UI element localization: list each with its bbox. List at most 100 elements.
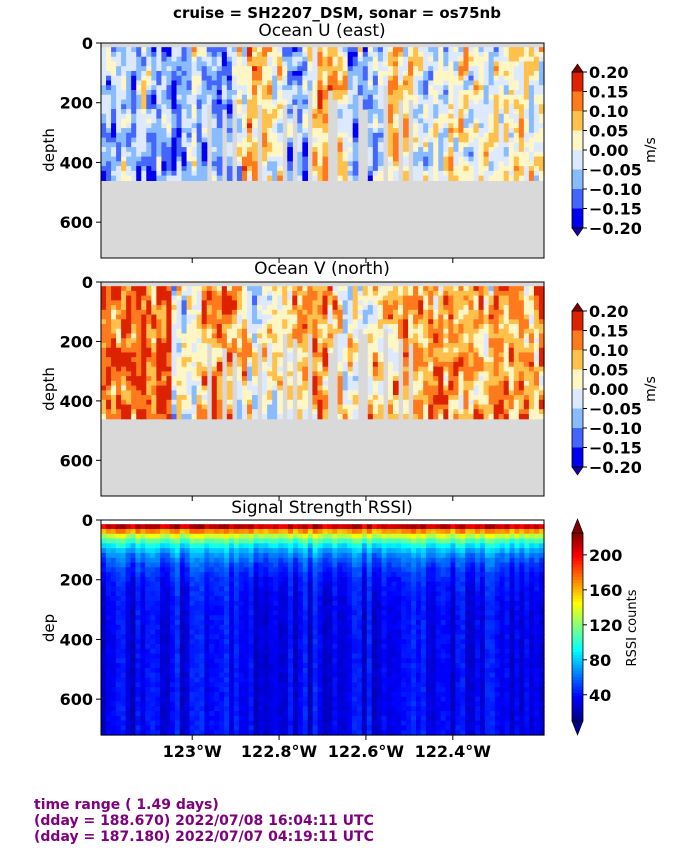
data-cell: [287, 371, 293, 377]
data-cell: [453, 99, 460, 105]
data-cell: [367, 75, 374, 82]
data-cell: [181, 75, 188, 82]
data-cell: [322, 142, 329, 148]
data-cell: [111, 361, 117, 368]
data-cell: [241, 80, 248, 86]
data-cell: [347, 286, 354, 292]
data-cell: [201, 352, 208, 358]
data-cell: [538, 295, 545, 301]
data-cell: [141, 352, 147, 358]
data-cell: [367, 342, 374, 349]
data-cell: [146, 395, 152, 401]
data-cell: [307, 70, 314, 77]
data-cell: [196, 324, 203, 330]
data-cell: [488, 89, 495, 96]
data-cell: [116, 94, 122, 101]
data-cell: [398, 319, 404, 325]
data-cell: [468, 342, 475, 349]
data-cell: [327, 66, 334, 72]
data-cell: [337, 409, 344, 415]
data-cell: [146, 352, 152, 358]
data-cell: [513, 395, 520, 401]
data-cell: [252, 142, 258, 148]
data-cell: [126, 376, 132, 382]
data-cell: [493, 89, 500, 96]
data-cell: [110, 605, 117, 612]
data-cell: [262, 357, 268, 363]
data-cell: [171, 75, 178, 82]
data-cell: [523, 385, 530, 391]
data-cell: [135, 672, 141, 679]
data-cell: [135, 567, 141, 573]
data-cell: [171, 333, 178, 339]
data-cell: [171, 61, 178, 67]
data-cell: [136, 132, 142, 139]
data-cell: [317, 328, 324, 335]
data-cell: [186, 395, 193, 401]
data-cell: [513, 319, 520, 325]
data-cell: [121, 286, 127, 292]
data-cell: [418, 305, 424, 311]
data-cell: [523, 399, 530, 406]
data-cell: [231, 66, 238, 72]
data-cell: [146, 170, 152, 177]
data-cell: [186, 51, 193, 58]
data-cell: [135, 572, 141, 578]
data-cell: [428, 137, 434, 143]
data-cell: [176, 286, 183, 292]
data-cell: [392, 352, 399, 358]
data-cell: [443, 109, 449, 115]
data-cell: [438, 366, 444, 372]
data-cell: [342, 66, 349, 72]
data-cell: [125, 533, 132, 540]
data-cell: [317, 118, 324, 124]
data-cell: [236, 380, 243, 387]
data-cell: [528, 51, 535, 58]
data-cell: [392, 333, 399, 339]
data-cell: [211, 166, 218, 172]
data-cell: [307, 80, 314, 86]
data-cell: [277, 333, 283, 339]
data-cell: [125, 725, 132, 731]
data-cell: [161, 395, 168, 401]
data-cell: [136, 357, 142, 363]
data-cell: [433, 61, 439, 67]
data-cell: [166, 156, 173, 162]
data-cell: [523, 156, 530, 162]
data-cell: [216, 104, 223, 110]
data-cell: [105, 581, 112, 588]
data-cell: [392, 113, 399, 120]
data-cell: [518, 123, 525, 129]
data-cell: [151, 89, 157, 96]
data-cell: [262, 132, 268, 139]
data-cell: [141, 295, 147, 301]
data-cell: [186, 85, 193, 91]
data-cell: [145, 634, 151, 640]
data-cell: [110, 543, 117, 549]
data-cell: [458, 89, 465, 96]
data-cell: [463, 305, 470, 311]
data-cell: [528, 290, 535, 297]
data-cell: [533, 395, 540, 401]
data-cell: [135, 620, 141, 626]
data-cell: [196, 333, 203, 339]
data-cell: [297, 66, 303, 72]
data-cell: [201, 161, 208, 167]
x-ticks-v: [191, 496, 454, 501]
data-cell: [387, 104, 394, 110]
data-cell: [277, 352, 283, 358]
data-cell: [252, 99, 258, 105]
data-cell: [518, 324, 525, 330]
data-cell: [267, 338, 273, 344]
data-cell: [101, 581, 107, 588]
data-cell: [453, 342, 460, 349]
data-cell: [272, 385, 278, 391]
data-cell: [362, 324, 369, 330]
data-cell: [463, 147, 470, 153]
data-cell: [196, 132, 203, 139]
data-cell: [176, 342, 183, 349]
data-cell: [211, 89, 218, 96]
data-cell: [246, 404, 253, 410]
data-cell: [438, 409, 444, 415]
data-cell: [115, 533, 122, 540]
